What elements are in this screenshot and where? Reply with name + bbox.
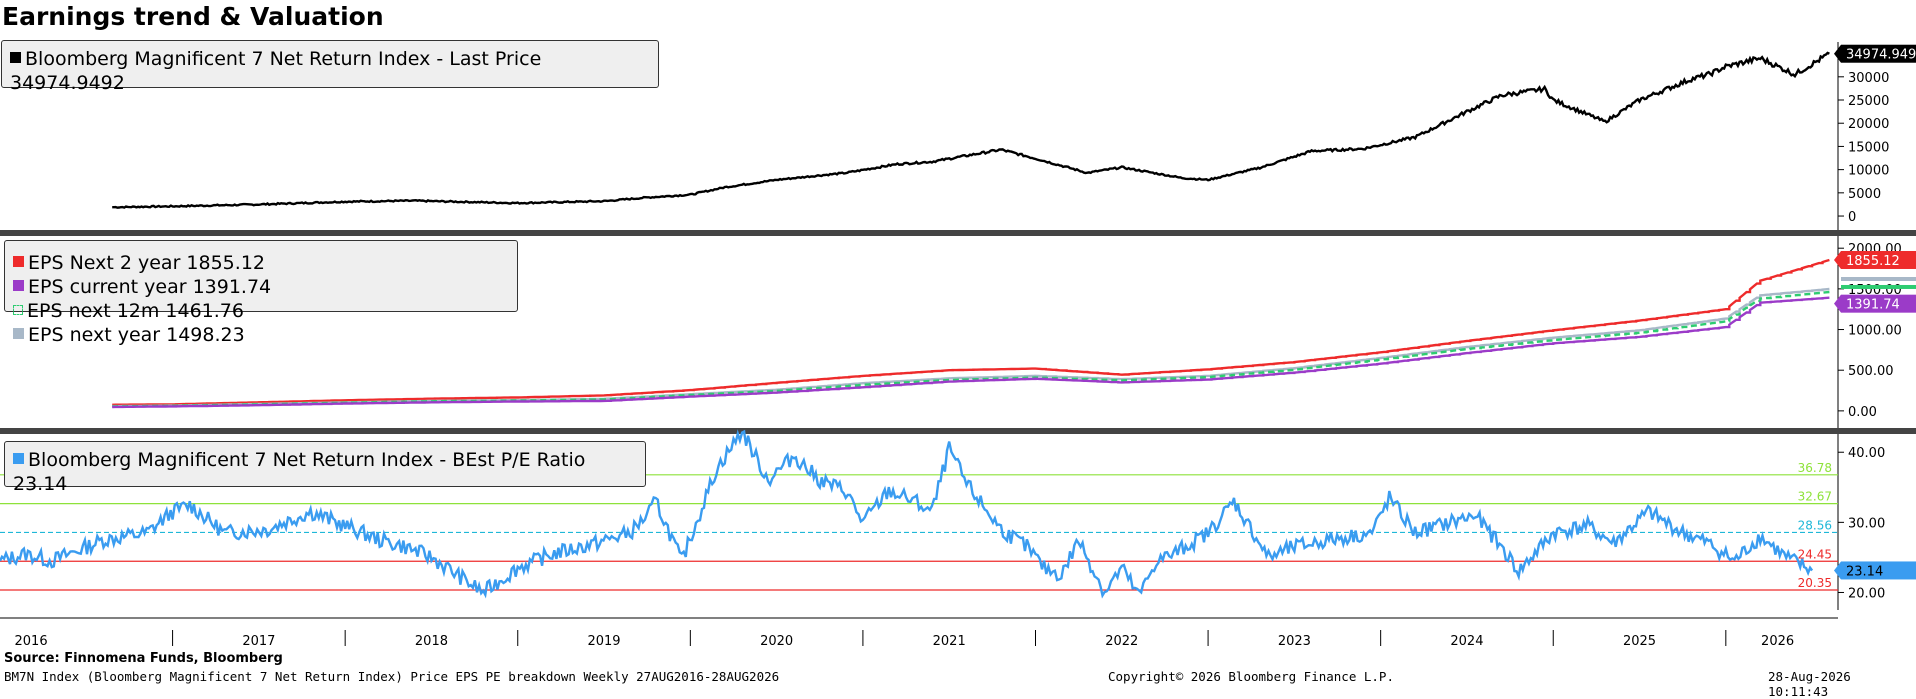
- eps-ytick-label: 500.00: [1848, 364, 1894, 379]
- price-ytick-label: 5000: [1848, 187, 1881, 202]
- pe-legend-swatch: [13, 453, 24, 464]
- eps-2y-swatch: [13, 256, 24, 267]
- footer-right: 28-Aug-2026 10:11:43: [1768, 669, 1851, 699]
- pe-legend-label: Bloomberg Magnificent 7 Net Return Index…: [13, 449, 586, 495]
- x-tick-label: 2025: [1623, 634, 1656, 649]
- eps-ytick-label: 0.00: [1848, 405, 1877, 420]
- price-ytick-label: 25000: [1848, 94, 1889, 109]
- price-line: [112, 51, 1830, 209]
- eps-cur-swatch: [13, 280, 24, 291]
- panel-divider-1: [0, 230, 1916, 236]
- eps-cur-last-tag-bg: [1841, 294, 1916, 313]
- x-tick-label: 2023: [1278, 634, 1311, 649]
- price-ytick-label: 20000: [1848, 117, 1889, 132]
- eps-cur-line: [112, 296, 1830, 409]
- pe-ytick-label: 20.00: [1848, 586, 1885, 601]
- panel-divider-2: [0, 428, 1916, 434]
- eps-cur-legend: EPS current year 1391.74: [13, 275, 283, 299]
- price-legend: Bloomberg Magnificent 7 Net Return Index…: [1, 40, 659, 94]
- pe-last-tag-bg: [1841, 561, 1916, 580]
- pe-last-tag-text: 23.14: [1846, 564, 1883, 579]
- eps-12m-label: EPS next 12m 1461.76: [27, 300, 244, 322]
- pe-line: [0, 429, 1814, 599]
- x-tick-label: 2020: [760, 634, 793, 649]
- x-tick-label: 2022: [1105, 634, 1138, 649]
- eps-next-last-tag: [1841, 277, 1916, 282]
- pe-ref-label-32.67: 32.67: [1798, 490, 1832, 504]
- footer-center: Copyright© 2026 Bloomberg Finance L.P.: [1108, 669, 1394, 684]
- pe-ref-label-24.45: 24.45: [1798, 547, 1832, 561]
- price-legend-swatch: [10, 52, 21, 63]
- eps-2y-line: [112, 258, 1830, 406]
- pe-ref-label-28.56: 28.56: [1798, 518, 1832, 532]
- eps-ytick-label: 1000.00: [1848, 324, 1902, 339]
- eps-next-legend: EPS next year 1498.23: [13, 323, 245, 347]
- eps-12m-legend: EPS next 12m 1461.76: [13, 299, 245, 323]
- pe-ref-label-36.78: 36.78: [1798, 461, 1832, 475]
- pe-ytick-label: 30.00: [1848, 516, 1885, 531]
- eps-2y-last-tag-pointer: [1834, 250, 1841, 269]
- eps-cur-label: EPS current year 1391.74: [28, 276, 272, 298]
- x-tick-label: 2018: [415, 634, 448, 649]
- pe-ref-label-20.35: 20.35: [1798, 576, 1832, 590]
- x-tick-label: 2017: [242, 634, 275, 649]
- eps-2y-label: EPS Next 2 year 1855.12: [28, 252, 265, 274]
- price-ytick-label: 15000: [1848, 140, 1889, 155]
- footer-left: BM7N Index (Bloomberg Magnificent 7 Net …: [4, 669, 780, 684]
- x-tick-label: 2024: [1450, 634, 1483, 649]
- price-ytick-label: 0: [1848, 210, 1856, 225]
- price-last-tag-pointer: [1834, 44, 1841, 63]
- page-title: Earnings trend & Valuation: [2, 2, 384, 31]
- eps-cur-last-tag-pointer: [1834, 294, 1841, 313]
- price-last-tag-text: 34974.9492: [1846, 48, 1916, 63]
- pe-last-tag-pointer: [1834, 561, 1841, 580]
- eps-next-label: EPS next year 1498.23: [28, 324, 245, 346]
- eps-legend-col-1: EPS Next 2 year 1855.12 EPS current year…: [13, 251, 283, 299]
- eps-12m-last-tag: [1841, 284, 1916, 289]
- x-tick-label: 2016: [15, 634, 48, 649]
- x-tick-label: 2021: [933, 634, 966, 649]
- eps-2y-last-tag-bg: [1841, 250, 1916, 269]
- price-ytick-label: 10000: [1848, 164, 1889, 179]
- price-legend-label: Bloomberg Magnificent 7 Net Return Index…: [10, 48, 542, 94]
- source-note: Source: Finnomena Funds, Bloomberg: [4, 651, 283, 666]
- x-tick-label: 2019: [587, 634, 620, 649]
- pe-ytick-label: 40.00: [1848, 446, 1885, 461]
- eps-legend-col-2: EPS next 12m 1461.76 EPS next year 1498.…: [13, 299, 245, 347]
- pe-legend: Bloomberg Magnificent 7 Net Return Index…: [4, 441, 646, 495]
- x-tick-label: 2026: [1761, 634, 1794, 649]
- price-ytick-label: 30000: [1848, 71, 1889, 86]
- eps-legend: EPS Next 2 year 1855.12 EPS current year…: [4, 240, 518, 346]
- eps-2y-legend: EPS Next 2 year 1855.12: [13, 251, 283, 275]
- eps-2y-last-tag-text: 1855.12: [1846, 254, 1900, 269]
- eps-next-swatch: [13, 328, 24, 339]
- price-last-tag-bg: [1841, 44, 1916, 63]
- eps-12m-swatch: [13, 304, 23, 315]
- eps-cur-last-tag-text: 1391.74: [1846, 298, 1900, 313]
- eps-12m-line: [112, 290, 1830, 408]
